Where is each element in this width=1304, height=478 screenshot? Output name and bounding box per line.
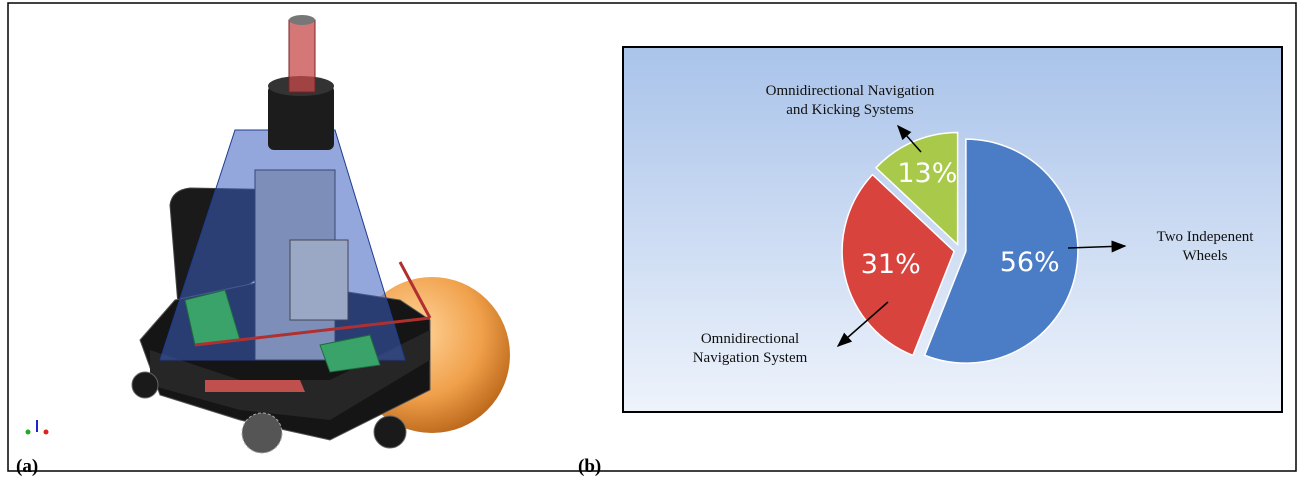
panel-label: (b) <box>578 456 602 477</box>
value-label: 13% <box>897 158 957 189</box>
pie: 56% 31% 13% <box>841 131 1079 364</box>
legend-label: Omnidirectional Navigation System <box>692 331 808 366</box>
pie-slice <box>841 173 956 357</box>
callout-arrow <box>836 301 889 347</box>
legend-label: Two Indepenent Wheels <box>1156 229 1254 264</box>
figure-frame <box>7 2 1297 472</box>
legend-label: Omnidirectional Navigation and Kicking S… <box>765 83 935 118</box>
callout-arrow <box>1067 240 1127 253</box>
value-label: 56% <box>1000 247 1060 278</box>
callout-arrow <box>897 124 922 153</box>
pie-slice <box>923 138 1079 364</box>
value-label: 31% <box>861 249 921 280</box>
panel-label: (a) <box>16 456 39 477</box>
robot-illustration <box>25 15 510 454</box>
pie-slice <box>874 131 959 247</box>
